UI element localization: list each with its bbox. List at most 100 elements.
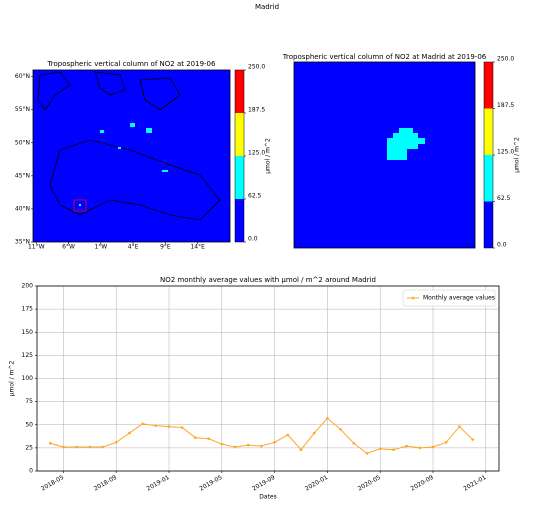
- legend-box: [402, 289, 496, 307]
- data-point: [299, 448, 303, 452]
- y-tick-label: 150: [22, 329, 34, 336]
- colorbar-tick-label: 125.0: [497, 149, 514, 156]
- y-tick-label: 175: [22, 306, 34, 313]
- data-point: [128, 431, 131, 435]
- hotspot: [79, 204, 81, 206]
- colorbar-tick-label: 187.5: [497, 102, 514, 109]
- data-point: [114, 441, 118, 444]
- colorbar-tick-label: 187.5: [248, 107, 265, 114]
- page-title: Madrid: [255, 3, 279, 11]
- hotspot: [162, 170, 168, 172]
- data-point: [167, 425, 171, 428]
- data-point: [418, 446, 422, 450]
- region-box: [73, 199, 87, 212]
- x-tick-label: 1°W: [94, 244, 107, 251]
- data-point: [405, 444, 408, 448]
- data-point: [431, 445, 435, 449]
- colorbar-tick-label: 125.0: [248, 150, 265, 157]
- y-tick-label: 100: [22, 375, 34, 382]
- x-axis-label: Dates: [259, 494, 276, 501]
- data-point: [220, 442, 224, 446]
- colorbar-tick-label: 0.0: [497, 242, 507, 249]
- map-decoration: [33, 70, 230, 242]
- data-point: [326, 416, 329, 420]
- colorbar-band: [484, 62, 493, 109]
- hotspot: [146, 128, 152, 133]
- data-point: [180, 426, 184, 429]
- data-point: [392, 448, 395, 452]
- y-tick-label: 50°N: [15, 139, 30, 146]
- colorbar-tick-label: 62.5: [497, 195, 511, 202]
- y-tick-label: 200: [22, 283, 34, 290]
- data-point: [260, 444, 263, 448]
- legend-label: Monthly average values: [423, 295, 495, 302]
- y-tick-label: 35°N: [15, 239, 30, 246]
- hotspot: [118, 147, 121, 149]
- x-tick-label: 4°E: [128, 244, 139, 251]
- colorbar-band: [235, 113, 244, 156]
- x-tick-label: 9°E: [160, 244, 171, 251]
- plot-frame: [293, 61, 476, 249]
- x-tick-label: 11°W: [28, 244, 45, 251]
- data-point: [101, 445, 105, 449]
- colorbar-band: [235, 156, 244, 199]
- y-tick-label: 60°N: [15, 73, 30, 80]
- data-point: [88, 445, 92, 449]
- y-tick-label: 0: [29, 468, 33, 475]
- y-tick-label: 50: [25, 421, 33, 428]
- chart-title: NO2 monthly average values with µmol / m…: [160, 276, 376, 284]
- data-point: [233, 445, 237, 449]
- colorbar-tick-label: 0.0: [248, 236, 258, 243]
- y-tick-label: 40°N: [15, 205, 30, 212]
- chart-title: Tropospheric vertical column of NO2 at 2…: [47, 60, 216, 68]
- y-tick-label: 55°N: [15, 106, 30, 113]
- colorbar-band: [484, 201, 493, 248]
- data-point: [444, 441, 448, 444]
- legend-marker: [411, 296, 415, 300]
- data-point: [471, 438, 474, 441]
- y-tick-label: 45°N: [15, 172, 30, 179]
- data-point: [207, 437, 210, 440]
- data-point: [154, 424, 158, 427]
- data-point: [273, 441, 276, 444]
- colorbar-tick-label: 250.0: [248, 64, 265, 71]
- y-tick-label: 25: [25, 444, 33, 451]
- data-point: [458, 425, 461, 428]
- map-background: [294, 62, 475, 248]
- data-point: [378, 447, 382, 451]
- x-tick-label: 6°W: [62, 244, 75, 251]
- coastline: [37, 71, 221, 221]
- data-point: [286, 433, 290, 437]
- colorbar-band: [484, 108, 493, 155]
- chart-title: Tropospheric vertical column of NO2 at M…: [282, 53, 487, 61]
- x-tick-label: 14°E: [190, 244, 205, 251]
- map-background: [33, 70, 230, 242]
- y-axis-label: µmol / m^2: [9, 361, 16, 397]
- hotspot: [130, 123, 135, 127]
- colorbar-band: [235, 199, 244, 242]
- colorbar-band: [484, 155, 493, 202]
- data-point: [339, 428, 342, 431]
- y-tick-label: 125: [22, 352, 34, 359]
- plot-frame: [32, 69, 231, 243]
- data-point: [141, 422, 144, 426]
- map-decoration: [294, 62, 475, 248]
- colorbar-label: µmol / m^2: [514, 137, 521, 173]
- data-point: [194, 436, 197, 440]
- data-point: [62, 445, 65, 449]
- colorbar-band: [235, 70, 244, 113]
- y-tick-label: 75: [25, 398, 33, 405]
- data-point: [312, 431, 316, 435]
- data-point: [75, 445, 78, 449]
- data-point: [352, 441, 356, 445]
- hotspot: [387, 128, 425, 160]
- data-point: [246, 443, 250, 447]
- colorbar-tick-label: 62.5: [248, 193, 262, 200]
- hotspot: [100, 130, 104, 133]
- plot-frame: [36, 285, 500, 472]
- colorbar-label: µmol / m^2: [265, 138, 272, 174]
- data-point: [365, 452, 369, 455]
- colorbar-tick-label: 250.0: [497, 56, 514, 63]
- data-point: [48, 441, 52, 445]
